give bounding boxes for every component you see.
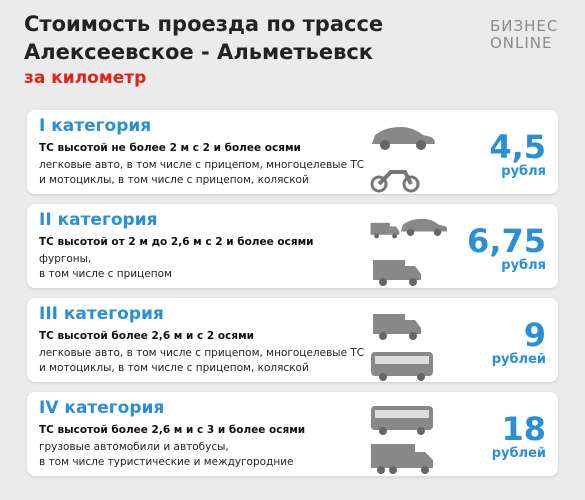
subtitle: за километр <box>24 68 147 88</box>
logo-line: БИЗНЕС <box>490 17 559 35</box>
price: 9 <box>523 316 546 354</box>
category-card: III категория ТС высотой более 2,6 м и с … <box>27 298 558 382</box>
category-criteria: ТС высотой от 2 м до 2,6 м с 2 и более о… <box>39 236 314 248</box>
category-name: III категория <box>39 304 164 324</box>
description-line: легковые авто, в том числе с прицепом, м… <box>39 159 365 171</box>
category-name: II категория <box>39 210 158 230</box>
category-criteria: ТС высотой не более 2 м с 2 и более осям… <box>39 142 301 154</box>
vehicle-icons <box>371 406 433 474</box>
description-line: в том числе туристические и междугородни… <box>39 456 294 468</box>
category-description: фургоны, в том числе с прицепом <box>39 252 172 282</box>
category-description: легковые авто, в том числе с прицепом, м… <box>39 346 364 376</box>
description-line: и мотоциклы, в том числе с прицепом, кол… <box>39 362 309 374</box>
logo: БИЗНЕС ONLINE <box>490 18 558 52</box>
category-name: I категория <box>39 116 152 136</box>
category-card: I категория ТС высотой не более 2 м с 2 и… <box>27 110 558 194</box>
price: 4,5 <box>489 128 546 166</box>
price-unit: рублей <box>491 446 546 461</box>
price-unit: рублей <box>491 352 546 367</box>
category-name: IV категория <box>39 398 165 418</box>
vehicle-icons <box>371 314 433 381</box>
title-line: Стоимость проезда по трассе <box>24 12 384 36</box>
category-description: грузовые автомобили и автобусы, в том чис… <box>39 440 293 470</box>
category-criteria: ТС высотой более 2,6 м и с 2 осями <box>39 330 255 342</box>
description-line: легковые авто, в том числе с прицепом, м… <box>39 347 365 359</box>
price-unit: рубля <box>501 258 546 273</box>
vehicle-icons <box>370 127 435 193</box>
price-unit: рубля <box>501 164 546 179</box>
logo-line: ONLINE <box>490 34 553 52</box>
price: 6,75 <box>467 222 546 260</box>
description-line: в том числе с прицепом <box>39 268 172 280</box>
category-criteria: ТС высотой более 2,6 м и с 3 и более ося… <box>39 424 306 436</box>
description-line: и мотоциклы, в том числе с прицепом, кол… <box>39 174 309 186</box>
category-description: легковые авто, в том числе с прицепом, м… <box>39 158 364 188</box>
vehicle-icons <box>370 218 447 286</box>
description-line: грузовые автомобили и автобусы, <box>39 441 229 453</box>
price: 18 <box>501 410 546 448</box>
category-card: IV категория ТС высотой более 2,6 м и с 3… <box>27 392 558 476</box>
title-line: Алексеевское - Альметьевск <box>24 40 374 64</box>
description-line: фургоны, <box>39 253 92 265</box>
title: Стоимость проезда по трассе Алексеевское … <box>24 10 383 66</box>
category-card: II категория ТС высотой от 2 м до 2,6 м с… <box>27 204 558 288</box>
